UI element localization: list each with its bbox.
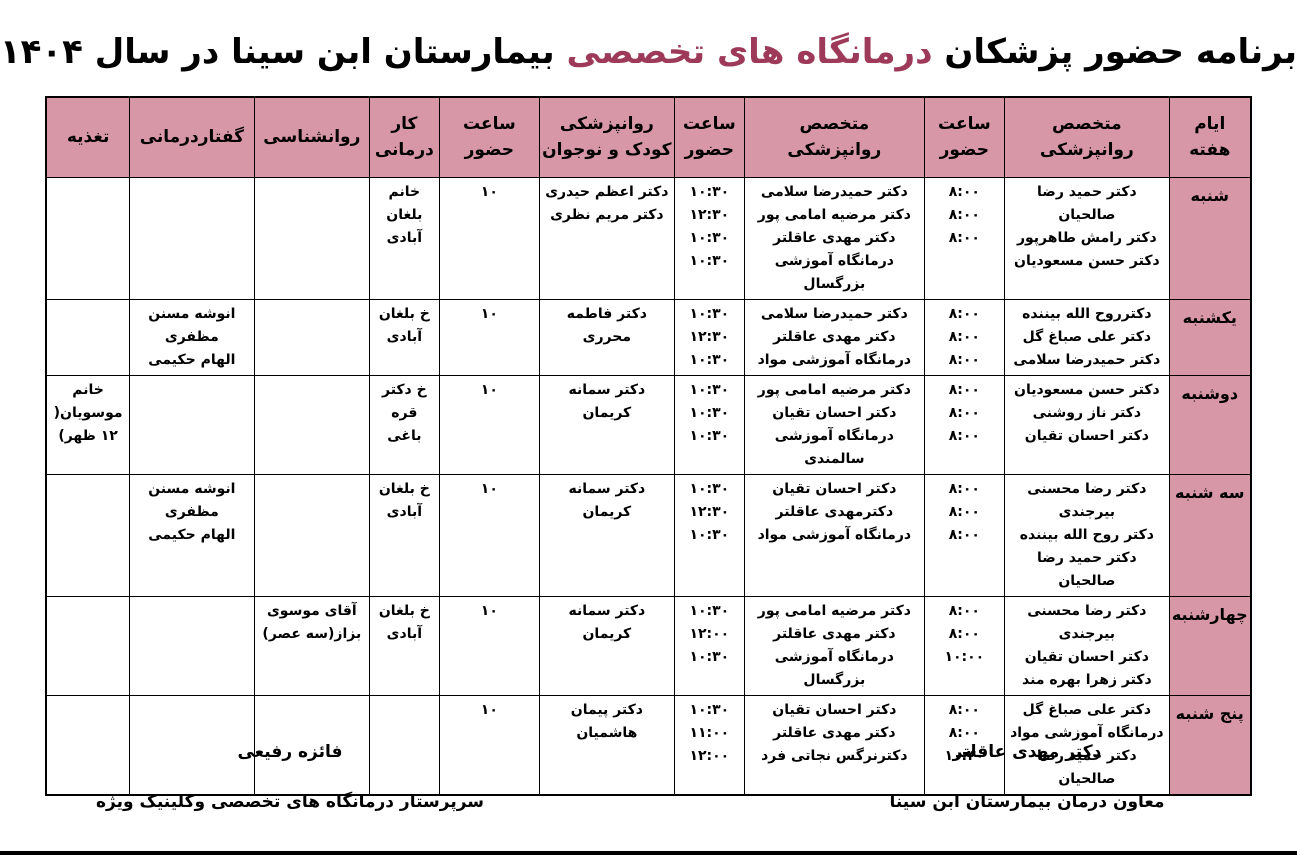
col-header-hours-1: ساعت حضور	[923, 96, 1005, 178]
psychiatrist-1-cell: دکتر حسن مسعودیان دکتر ناز روشنی دکتر اح…	[1003, 374, 1170, 475]
hours-1-cell: ۸:۰۰ ۸:۰۰ ۸:۰۰	[923, 176, 1005, 300]
hours-3-cell: ۱۰	[438, 694, 540, 795]
child-psychiatry-cell: دکتر سمانه کریمان	[538, 595, 675, 696]
nutrition-cell	[45, 176, 130, 300]
schedule-table: ایام هفته متخصص روانپزشکی ساعت حضور متخص…	[45, 96, 1252, 796]
hours-3-cell: ۱۰	[438, 473, 540, 597]
table-row-thursday: پنج شنبه دکتر علی صباغ گل درمانگاه آموزش…	[45, 694, 1252, 795]
hours-3-cell: ۱۰	[438, 298, 540, 376]
psychology-cell	[253, 473, 370, 597]
footer-left-role: سرپرستار درمانگاه های تخصصی وکلینیک ویژه	[95, 792, 485, 812]
footer-right-name: دکتر مهدی عاقلتر	[952, 742, 1102, 762]
hours-1-cell: ۸:۰۰ ۸:۰۰ ۱۰:۰۰	[923, 595, 1005, 696]
child-psychiatry-cell: دکتر فاطمه محرری	[538, 298, 675, 376]
speech-therapy-cell	[128, 176, 255, 300]
psychology-cell	[253, 694, 370, 795]
hours-3-cell: ۱۰	[438, 374, 540, 475]
day-cell: شنبه	[1168, 176, 1252, 300]
speech-therapy-cell	[128, 374, 255, 475]
col-header-psychiatrist-1: متخصص روانپزشکی	[1003, 96, 1170, 178]
psychiatrist-1-cell: دکتر رضا محسنی بیرجندی دکتر روح الله بین…	[1003, 473, 1170, 597]
child-psychiatry-cell: دکتر سمانه کریمان	[538, 473, 675, 597]
occupational-therapy-cell: خ بلغان آبادی	[368, 595, 440, 696]
speech-therapy-cell	[128, 694, 255, 795]
occupational-therapy-cell	[368, 694, 440, 795]
hours-2-cell: ۱۰:۳۰ ۱۰:۳۰ ۱۰:۳۰	[673, 374, 745, 475]
footer-left-name: فائزه رفیعی	[237, 742, 343, 762]
speech-therapy-cell: انوشه مسنن مظفری الهام حکیمی	[128, 473, 255, 597]
occupational-therapy-cell: خ دکتر قره باغی	[368, 374, 440, 475]
hours-1-cell: ۸:۰۰ ۸:۰۰ ۸:۰۰	[923, 473, 1005, 597]
col-header-hours-2: ساعت حضور	[673, 96, 745, 178]
nutrition-cell	[45, 595, 130, 696]
speech-therapy-cell	[128, 595, 255, 696]
footer-right-role: معاون درمان بیمارستان ابن سینا	[889, 792, 1165, 812]
title-highlight: درمانگاه های تخصصی	[566, 32, 933, 72]
page-bottom-border	[0, 851, 1297, 855]
occupational-therapy-cell: خ بلغان آبادی	[368, 473, 440, 597]
psychiatrist-1-cell: دکترروح الله بیننده دکتر علی صباغ گل دکت…	[1003, 298, 1170, 376]
hours-3-cell: ۱۰	[438, 595, 540, 696]
hours-2-cell: ۱۰:۳۰ ۱۱:۰۰ ۱۲:۰۰	[673, 694, 745, 795]
col-header-speech-therapy: گفتاردرمانی	[128, 96, 255, 178]
psychiatrist-1-cell: دکتر علی صباغ گل درمانگاه آموزشی مواد دک…	[1003, 694, 1170, 795]
page-title: برنامه حضور پزشکان درمانگاه های تخصصی بی…	[0, 0, 1297, 82]
day-cell: چهارشنبه	[1168, 595, 1252, 696]
nutrition-cell	[45, 694, 130, 795]
table-row-sunday: یکشنبه دکترروح الله بیننده دکتر علی صباغ…	[45, 298, 1252, 376]
hours-2-cell: ۱۰:۳۰ ۱۲:۳۰ ۱۰:۳۰	[673, 473, 745, 597]
hours-2-cell: ۱۰:۳۰ ۱۲:۳۰ ۱۰:۳۰ ۱۰:۳۰	[673, 176, 745, 300]
col-header-psychology: روانشناسی	[253, 96, 370, 178]
title-part1: برنامه حضور پزشکان	[932, 32, 1297, 72]
col-header-hours-3: ساعت حضور	[438, 96, 540, 178]
nutrition-cell	[45, 473, 130, 597]
col-header-occupational-therapy: کار درمانی	[368, 96, 440, 178]
day-cell: پنج شنبه	[1168, 694, 1252, 795]
psychiatrist-1-cell: دکتر رضا محسنی بیرجندی دکتر احسان تقیان …	[1003, 595, 1170, 696]
table-row-tuesday: سه شنبه دکتر رضا محسنی بیرجندی دکتر روح …	[45, 473, 1252, 597]
speech-therapy-cell: انوشه مسنن مظفری الهام حکیمی	[128, 298, 255, 376]
col-header-weekdays: ایام هفته	[1168, 96, 1252, 178]
footer-signature-right: دکتر مهدی عاقلتر معاون درمان بیمارستان ا…	[847, 742, 1207, 812]
hours-1-cell: ۸:۰۰ ۸:۰۰ ۸:۰۰	[923, 374, 1005, 475]
psychology-cell	[253, 176, 370, 300]
psychiatrist-2-cell: دکتر مرضیه امامی پور دکتر مهدی عاقلتر در…	[743, 595, 925, 696]
psychiatrist-2-cell: دکتر مرضیه امامی پور دکتر احسان تقیان در…	[743, 374, 925, 475]
child-psychiatry-cell: دکتر اعظم حیدری دکتر مریم نظری	[538, 176, 675, 300]
table-row-saturday: شنبه دکتر حمید رضا صالحیان دکتر رامش طاه…	[45, 176, 1252, 300]
col-header-psychiatrist-2: متخصص روانپزشکی	[743, 96, 925, 178]
table-row-monday: دوشنبه دکتر حسن مسعودیان دکتر ناز روشنی …	[45, 374, 1252, 475]
col-header-nutrition: تغذیه	[45, 96, 130, 178]
hours-3-cell: ۱۰	[438, 176, 540, 300]
day-cell: یکشنبه	[1168, 298, 1252, 376]
hours-1-cell: ۸:۰۰ ۸:۰۰ ۱۰:۳۰	[923, 694, 1005, 795]
footer-signature-left: فائزه رفیعی سرپرستار درمانگاه های تخصصی …	[85, 742, 495, 812]
nutrition-cell	[45, 298, 130, 376]
col-header-child-psychiatry: روانپزشکی کودک و نوجوان	[538, 96, 675, 178]
day-cell: دوشنبه	[1168, 374, 1252, 475]
occupational-therapy-cell: خانم بلغان آبادی	[368, 176, 440, 300]
day-cell: سه شنبه	[1168, 473, 1252, 597]
child-psychiatry-cell: دکتر پیمان هاشمیان	[538, 694, 675, 795]
psychiatrist-2-cell: دکتر احسان تقیان دکترمهدی عاقلتر درمانگا…	[743, 473, 925, 597]
title-part2: بیمارستان ابن سینا در سال ۱۴۰۴	[0, 32, 567, 72]
hours-2-cell: ۱۰:۳۰ ۱۲:۰۰ ۱۰:۳۰	[673, 595, 745, 696]
psychiatrist-1-cell: دکتر حمید رضا صالحیان دکتر رامش طاهرپور …	[1003, 176, 1170, 300]
psychiatrist-2-cell: دکتر احسان تقیان دکتر مهدی عاقلتر دکترنر…	[743, 694, 925, 795]
hours-2-cell: ۱۰:۳۰ ۱۲:۳۰ ۱۰:۳۰	[673, 298, 745, 376]
nutrition-cell: خانم موسویان( ۱۲ ظهر)	[45, 374, 130, 475]
psychiatrist-2-cell: دکتر حمیدرضا سلامی دکتر مهدی عاقلتر درما…	[743, 298, 925, 376]
psychology-cell: آقای موسوی بزاز(سه عصر)	[253, 595, 370, 696]
psychology-cell	[253, 298, 370, 376]
hours-1-cell: ۸:۰۰ ۸:۰۰ ۸:۰۰	[923, 298, 1005, 376]
occupational-therapy-cell: خ بلغان آبادی	[368, 298, 440, 376]
child-psychiatry-cell: دکتر سمانه کریمان	[538, 374, 675, 475]
header-row: ایام هفته متخصص روانپزشکی ساعت حضور متخص…	[45, 96, 1252, 178]
table-row-wednesday: چهارشنبه دکتر رضا محسنی بیرجندی دکتر احس…	[45, 595, 1252, 696]
psychiatrist-2-cell: دکتر حمیدرضا سلامی دکتر مرضیه امامی پور …	[743, 176, 925, 300]
psychology-cell	[253, 374, 370, 475]
